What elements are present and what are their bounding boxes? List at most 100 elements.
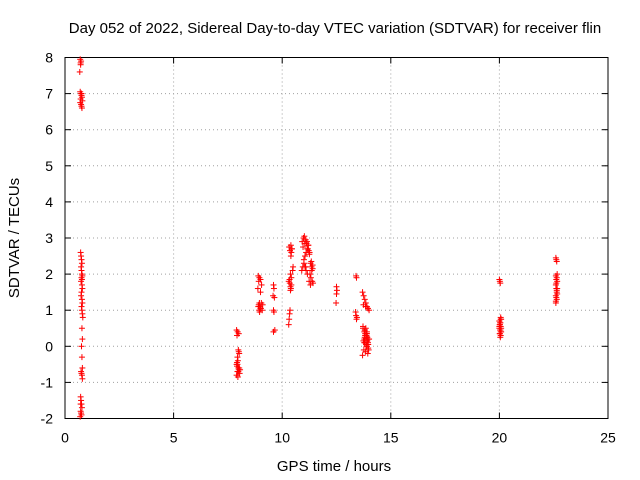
data-point [364, 350, 371, 357]
data-point [78, 325, 85, 332]
data-point [359, 352, 366, 359]
data-point [254, 285, 261, 292]
data-point [256, 309, 263, 316]
y-tick-label: 1 [45, 302, 53, 318]
data-point [77, 401, 84, 408]
plot-frame [64, 57, 609, 419]
data-point [79, 299, 86, 306]
y-tick-label: 4 [45, 194, 53, 210]
y-axis-label: SDTVAR / TECUs [6, 178, 23, 298]
data-point [309, 262, 316, 269]
data-point [289, 267, 296, 274]
y-tick-label: 5 [45, 158, 53, 174]
data-point [79, 97, 86, 104]
data-point [552, 298, 559, 305]
data-point [237, 366, 244, 373]
y-tick-label: -2 [41, 411, 54, 427]
data-point [361, 296, 368, 303]
data-point [360, 292, 367, 299]
data-point [496, 323, 503, 330]
data-point [270, 328, 277, 335]
data-point [366, 307, 373, 314]
data-point [255, 278, 262, 285]
data-point [257, 305, 264, 312]
data-point [78, 292, 85, 299]
data-point [78, 404, 85, 411]
y-tick-label: -1 [41, 374, 54, 390]
data-point [79, 375, 86, 382]
data-point [78, 58, 85, 65]
data-point [359, 289, 366, 296]
data-point [235, 348, 242, 355]
data-point [306, 278, 313, 285]
data-point [270, 285, 277, 292]
data-point [288, 274, 295, 281]
data-point [364, 337, 371, 344]
data-point [234, 332, 241, 339]
x-tick-label: 20 [492, 430, 508, 446]
y-tick-label: 0 [45, 338, 53, 354]
chart-title: Day 052 of 2022, Sidereal Day-to-day VTE… [69, 20, 601, 37]
data-points [76, 56, 561, 420]
y-tick-label: 3 [45, 230, 53, 246]
data-point [270, 309, 277, 316]
data-point [304, 271, 311, 278]
y-tick-label: 7 [45, 86, 53, 102]
grid [65, 57, 608, 419]
data-point [79, 364, 86, 371]
data-point [287, 307, 294, 314]
data-point [79, 336, 86, 343]
data-point [307, 281, 314, 288]
data-point [353, 316, 360, 323]
data-point [287, 283, 294, 290]
data-point [305, 242, 312, 249]
data-point [286, 280, 293, 287]
data-point [77, 413, 84, 420]
y-tick-label: 2 [45, 266, 53, 282]
data-point [287, 271, 294, 278]
data-point [362, 303, 369, 310]
x-tick-label: 10 [274, 430, 290, 446]
data-point [285, 321, 292, 328]
data-point [302, 263, 309, 270]
axes: 0 5 10 15 20 25 -2 -1 0 1 2 3 4 5 6 7 8 [41, 50, 616, 446]
y-tick-label: 8 [45, 50, 53, 66]
data-point [362, 325, 369, 332]
data-point [255, 301, 262, 308]
data-point [271, 294, 278, 301]
data-point [361, 336, 368, 343]
data-point [79, 285, 86, 292]
data-point [78, 354, 85, 361]
data-point [79, 314, 86, 321]
data-point [333, 290, 340, 297]
data-point [288, 245, 295, 252]
data-point [78, 343, 85, 350]
data-point [78, 90, 85, 97]
data-point [333, 299, 340, 306]
y-tick-label: 6 [45, 122, 53, 138]
x-tick-label: 0 [61, 430, 69, 446]
data-point [302, 253, 309, 260]
data-point [307, 274, 314, 281]
data-point [497, 280, 504, 287]
data-point [300, 244, 307, 251]
data-point [257, 289, 264, 296]
data-point [300, 256, 307, 263]
data-point [308, 267, 315, 274]
data-point [353, 274, 360, 281]
data-point [308, 258, 315, 265]
data-point [365, 346, 372, 353]
data-point [553, 287, 560, 294]
data-point [78, 105, 85, 112]
x-tick-label: 5 [170, 430, 178, 446]
data-point [496, 330, 503, 337]
data-point [76, 68, 83, 75]
data-point [287, 242, 294, 249]
data-point [286, 316, 293, 323]
data-point [497, 316, 504, 323]
data-point [258, 281, 265, 288]
data-point [553, 258, 560, 265]
x-axis-label: GPS time / hours [277, 458, 391, 475]
data-point [301, 233, 308, 240]
